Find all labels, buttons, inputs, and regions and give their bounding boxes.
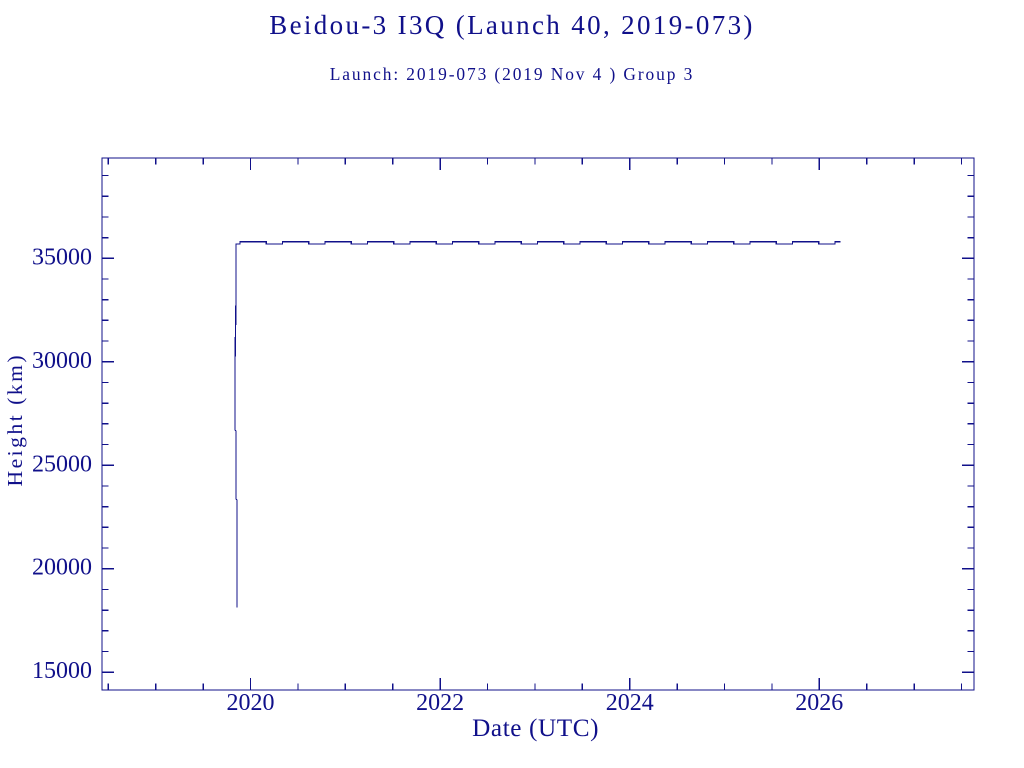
svg-text:2020: 2020 <box>227 690 275 716</box>
svg-text:Height (km): Height (km) <box>3 353 27 487</box>
svg-text:Launch: 2019-073 (2019 Nov 4: Launch: 2019-073 (2019 Nov 4 ) Group 3 <box>330 64 694 84</box>
svg-text:Date (UTC): Date (UTC) <box>472 715 599 742</box>
svg-text:15000: 15000 <box>32 658 92 684</box>
svg-text:25000: 25000 <box>32 451 92 477</box>
svg-text:Beidou-3 I3Q (Launch 40, 2019-: Beidou-3 I3Q (Launch 40, 2019-073) <box>269 10 755 40</box>
svg-text:35000: 35000 <box>32 244 92 270</box>
svg-text:30000: 30000 <box>32 348 92 374</box>
svg-text:2024: 2024 <box>606 690 654 716</box>
svg-text:20000: 20000 <box>32 555 92 581</box>
svg-text:2022: 2022 <box>416 690 464 716</box>
svg-text:2026: 2026 <box>795 690 843 716</box>
